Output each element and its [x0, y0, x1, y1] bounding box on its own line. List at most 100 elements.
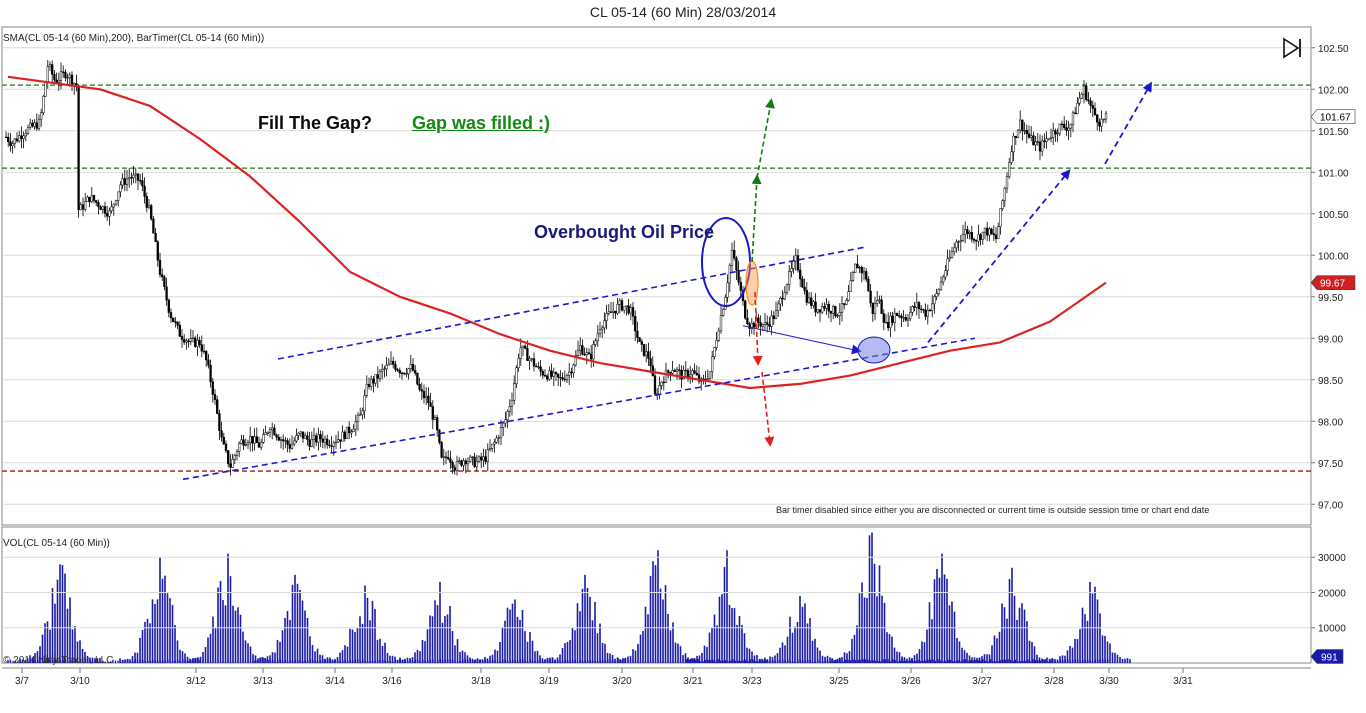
candle-body: [638, 337, 641, 342]
volume-bar: [804, 603, 806, 663]
volume-bar: [617, 657, 619, 663]
volume-bar: [759, 660, 762, 663]
candle-body: [1041, 140, 1044, 152]
volume-bar: [794, 661, 797, 663]
volume-bar: [519, 619, 521, 663]
volume-bar: [1089, 660, 1092, 663]
candle-body: [81, 204, 85, 210]
volume-bar: [444, 659, 447, 663]
candle-body: [345, 426, 349, 439]
volume-bar: [887, 659, 889, 663]
volume-bar: [942, 661, 944, 663]
volume-bar: [1084, 614, 1086, 663]
candle-body: [205, 351, 208, 361]
candle-body: [948, 257, 951, 260]
candle-body: [471, 456, 474, 459]
volume-bar: [871, 532, 873, 663]
volume-bar: [311, 645, 314, 663]
volume-bar: [57, 660, 59, 663]
volume-bar: [434, 661, 437, 663]
candle-body: [1054, 130, 1057, 135]
candle-body: [101, 206, 104, 210]
candle-body: [158, 259, 162, 275]
volume-bar: [84, 660, 87, 663]
green-arrow: [751, 174, 762, 263]
candle-body: [7, 136, 10, 143]
volume-bar: [87, 659, 89, 663]
volume-bar: [1003, 607, 1006, 663]
x-tick-label: 3/12: [186, 676, 206, 687]
volume-bar: [882, 659, 884, 663]
volume-bar: [377, 659, 379, 663]
candle-body: [455, 460, 459, 471]
candle-body: [1071, 112, 1075, 125]
volume-bar: [187, 661, 189, 663]
volume-bar: [1121, 658, 1124, 663]
red-arrow: [752, 291, 763, 366]
volume-bar: [169, 661, 172, 663]
volume-bar: [491, 654, 494, 663]
copyright: © 2014 NinjaTrader, LLC: [3, 655, 114, 666]
volume-bar: [804, 660, 807, 663]
candle-body: [198, 339, 201, 345]
volume-bar: [687, 657, 689, 663]
volume-bar: [81, 648, 84, 663]
candle-body: [233, 455, 236, 460]
volume-bar: [542, 660, 544, 663]
volume-bar: [634, 650, 637, 663]
volume-bar: [91, 657, 94, 663]
volume-bar: [842, 661, 844, 663]
volume-bar: [757, 661, 759, 663]
candle-body: [658, 385, 661, 395]
volume-bar: [197, 660, 199, 663]
volume-bar: [232, 660, 234, 663]
volume-bar: [504, 659, 507, 663]
volume-bar: [537, 660, 539, 663]
volume-bar: [599, 660, 602, 663]
x-tick-label: 3/21: [683, 676, 703, 687]
candle-body: [557, 373, 560, 378]
volume-bar: [49, 660, 52, 663]
volume-bar: [294, 659, 297, 663]
volume-bar: [209, 633, 212, 663]
candle-body: [623, 306, 626, 311]
volume-bar: [906, 660, 908, 663]
candle-body: [858, 266, 861, 269]
candle-body: [546, 375, 549, 380]
candle-body: [939, 281, 943, 290]
volume-bar: [753, 655, 756, 663]
candle-body: [427, 395, 430, 404]
candle-body: [139, 180, 142, 182]
volume-bar: [1082, 659, 1084, 663]
candle-body: [944, 270, 947, 278]
volume-bar: [356, 627, 359, 663]
candle-body: [416, 372, 419, 385]
volume-bar: [286, 611, 289, 663]
volume-bar: [242, 631, 244, 663]
candle-body: [62, 71, 65, 73]
candle-body: [251, 436, 254, 444]
volume-bar: [509, 609, 511, 663]
volume-bar: [1079, 629, 1081, 663]
trend-lines: [182, 81, 1152, 481]
volume-bar: [309, 659, 312, 663]
candle-body: [928, 309, 932, 312]
candle-body: [352, 428, 355, 432]
volume-bar: [524, 660, 527, 663]
volume-bar: [747, 661, 749, 663]
volume-bar: [369, 660, 372, 663]
volume-bar: [557, 659, 559, 663]
volume-bar: [129, 659, 131, 663]
candle-body: [312, 435, 316, 440]
volume-bar: [447, 659, 449, 663]
candle-body: [889, 315, 892, 329]
volume-bar: [1004, 659, 1007, 663]
volume-bar: [1074, 659, 1077, 663]
volume-bar: [529, 659, 532, 663]
volume-bar: [727, 661, 729, 663]
volume-bar: [996, 638, 998, 663]
candle-body: [458, 460, 461, 462]
play-icon[interactable]: [1281, 37, 1303, 59]
candle-body: [499, 427, 503, 438]
volume-bar: [637, 661, 639, 663]
